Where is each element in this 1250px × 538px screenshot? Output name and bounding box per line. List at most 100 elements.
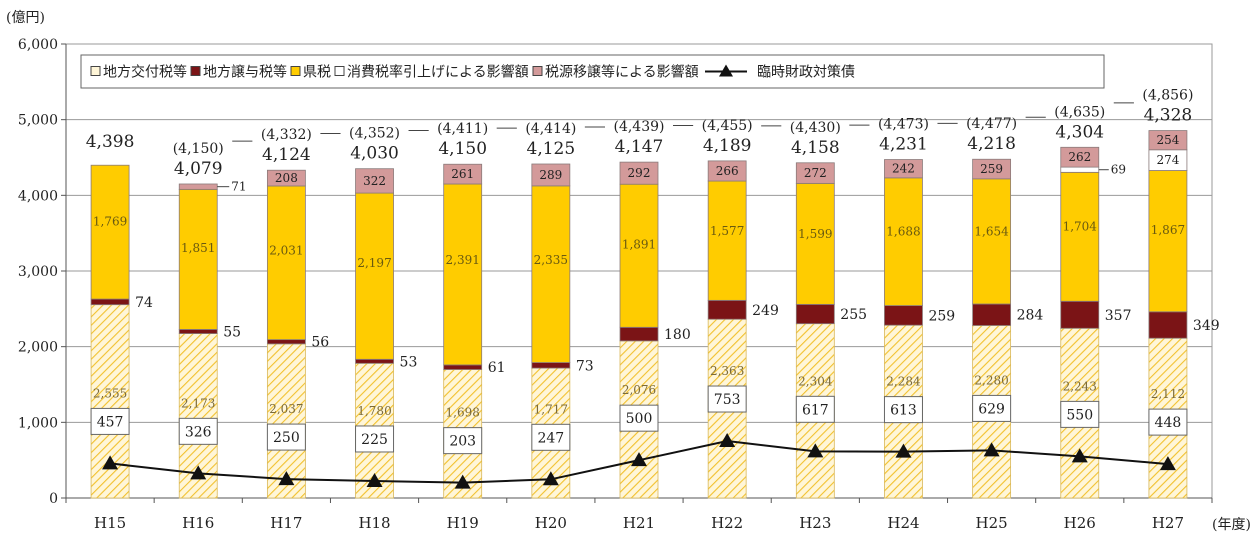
bar-segment	[707, 160, 747, 182]
legend-swatch	[290, 66, 301, 76]
line-value-label: 617	[802, 402, 829, 418]
line-value-box	[531, 423, 571, 451]
data-label: 2,363	[710, 364, 744, 378]
bar-segment	[1060, 146, 1100, 168]
line-value-label: 203	[449, 434, 476, 450]
legend: 地方交付税等 地方譲与税等 県税 消費税率引上げによる影響額 税源移譲等による影響額 臨時…	[80, 54, 1105, 89]
line-value-box	[795, 395, 835, 423]
bar-segment	[443, 183, 483, 366]
line-value-label: 247	[537, 430, 564, 446]
data-label: 284	[1017, 308, 1044, 324]
data-label: 2,031	[269, 243, 303, 257]
line-value-label: 326	[185, 424, 212, 440]
data-label: 2,243	[1063, 379, 1097, 393]
data-label: 2,173	[181, 396, 215, 410]
data-label: 74	[135, 295, 153, 311]
y-tick-label: 5,000	[18, 113, 58, 129]
line-value-label: 550	[1066, 407, 1093, 423]
bar-segment	[1148, 130, 1188, 151]
data-label: 259	[928, 308, 955, 324]
y-tick-label: 4,000	[18, 188, 58, 204]
base-total-label: 4,158	[791, 138, 840, 158]
data-label: 2,284	[886, 375, 921, 389]
data-label: 1,891	[622, 237, 656, 251]
data-label: 1,599	[798, 227, 832, 241]
line-marker	[983, 442, 1000, 457]
data-label: 2,112	[1151, 387, 1185, 401]
data-label: 292	[628, 166, 651, 180]
base-total-label: 4,079	[174, 159, 223, 179]
data-label: 1,577	[710, 224, 744, 238]
x-tick-label: H19	[447, 514, 479, 532]
line-value-box	[1060, 400, 1100, 428]
line-value-label: 629	[978, 401, 1005, 417]
data-label: 1,867	[1151, 223, 1185, 237]
bar-segment	[178, 329, 218, 334]
overall-total-label: (4,635)	[1054, 104, 1105, 120]
bar-segment	[355, 192, 394, 360]
legend-label: 県税	[303, 65, 331, 81]
line-value-box	[972, 394, 1012, 422]
overall-total-label: (4,477)	[966, 116, 1017, 132]
data-label: 1,654	[974, 224, 1009, 238]
bar-segment	[266, 185, 306, 341]
base-total-label: 4,030	[350, 144, 399, 164]
line-marker	[631, 452, 647, 467]
line-value-label: 250	[273, 430, 300, 446]
bar-segment	[972, 303, 1012, 326]
bar-segment	[795, 182, 835, 305]
overall-total-label: (4,856)	[1142, 88, 1193, 104]
data-label: 2,280	[974, 373, 1008, 387]
base-total-label: 4,218	[967, 134, 1016, 154]
line-marker	[719, 433, 736, 448]
data-label: 2,037	[269, 402, 303, 416]
bar-segment	[443, 364, 483, 370]
data-label: 73	[576, 358, 594, 374]
data-label: 261	[451, 167, 474, 181]
y-axis-title: (億円)	[6, 10, 45, 26]
bar-segment	[531, 362, 571, 369]
line-marker	[454, 474, 471, 489]
data-label: 266	[716, 164, 739, 178]
line-value-box	[266, 423, 306, 451]
line-value-label: 500	[626, 411, 653, 427]
data-label: 55	[223, 324, 241, 340]
data-label: 208	[275, 171, 298, 185]
legend-swatch	[532, 66, 543, 76]
data-label: 1,780	[357, 404, 391, 418]
data-label: 274	[1156, 153, 1179, 167]
x-tick-label: H18	[358, 514, 390, 532]
base-total-label: 4,150	[438, 139, 487, 159]
data-label: 53	[400, 354, 418, 370]
legend-label: 消費税率引上げによる影響額	[347, 64, 529, 81]
y-tick-label: 0	[49, 491, 58, 507]
data-label: 1,704	[1063, 219, 1098, 233]
data-label: 272	[804, 166, 827, 180]
x-tick-label: H21	[623, 514, 655, 532]
bar-segment	[178, 188, 218, 330]
data-label: 2,335	[534, 253, 568, 267]
overall-total-label: (4,332)	[261, 127, 312, 143]
legend-triangle-marker	[719, 64, 733, 77]
line-marker	[366, 472, 383, 487]
line-marker	[807, 443, 824, 458]
data-label: 71	[231, 180, 246, 194]
bar-segment	[90, 298, 130, 306]
data-label: 2,304	[798, 374, 833, 388]
data-label: 262	[1068, 150, 1091, 164]
x-tick-label: H27	[1152, 514, 1184, 532]
bar-segment	[531, 185, 571, 363]
line-value-label: 448	[1155, 415, 1182, 431]
line-marker	[102, 455, 119, 470]
line-value-box	[1148, 408, 1188, 436]
data-label: 255	[840, 307, 867, 323]
base-total-label: 4,125	[527, 139, 576, 159]
data-label: 289	[539, 168, 562, 182]
legend-swatch	[90, 66, 101, 76]
bar-segment	[884, 177, 923, 306]
data-label: 242	[892, 162, 915, 176]
data-label: 357	[1105, 308, 1132, 324]
line-marker	[1159, 456, 1176, 471]
legend-label: 地方譲与税等	[203, 64, 287, 81]
x-tick-label: H24	[887, 514, 919, 532]
